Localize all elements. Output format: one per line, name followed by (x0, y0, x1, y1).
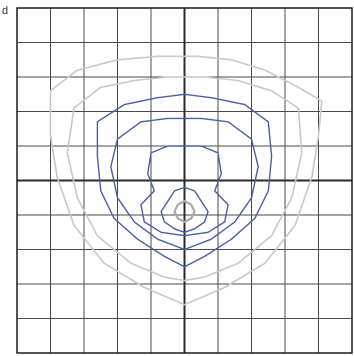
contour-lines (49, 55, 323, 306)
contour-line-outer-2 (66, 76, 303, 282)
contour-line-outer-1 (49, 55, 323, 306)
contour-line-inner-2 (110, 117, 259, 251)
contour-line-inner-4 (160, 186, 209, 233)
plot-frame (16, 7, 353, 354)
cut-off-label-fragment: d (2, 5, 8, 17)
contour-line-inner-3 (140, 145, 229, 237)
axis-lines (17, 8, 352, 353)
contour-line-core (173, 200, 196, 223)
contour-line-inner-1 (96, 93, 273, 268)
